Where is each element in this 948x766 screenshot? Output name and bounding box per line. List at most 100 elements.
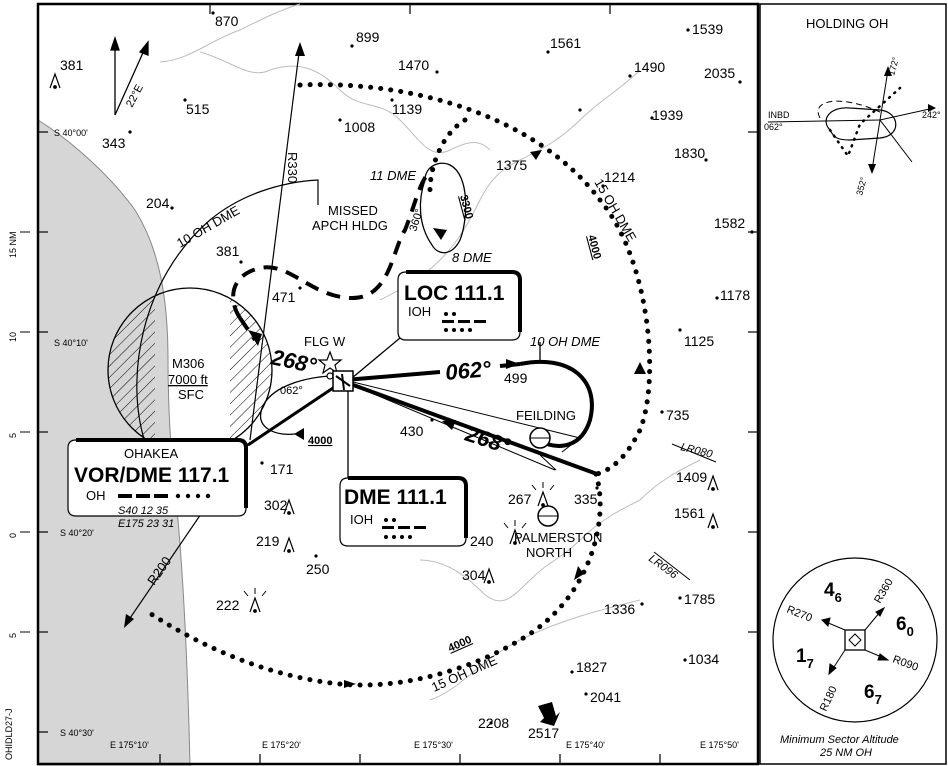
svg-text:870: 870 — [215, 13, 239, 29]
svg-text:2035: 2035 — [704, 65, 735, 81]
svg-text:2208: 2208 — [478, 715, 509, 731]
vor-ident: OH — [86, 488, 106, 503]
svg-text:899: 899 — [356, 29, 380, 45]
arc-10-dme — [136, 179, 319, 443]
vor-lat: S40 12 35 — [118, 505, 169, 517]
elevation-labels: 870 899 1561 1539 381 1470 1490 2035 515… — [60, 13, 750, 741]
track-arrow-icon — [442, 420, 456, 430]
lat-label: S 40°30' — [60, 728, 94, 738]
svg-text:1539: 1539 — [692, 21, 723, 37]
course-268-a: 268° — [268, 344, 319, 378]
lat-label: S 40°20' — [60, 528, 94, 538]
chart-direction-arrow-icon — [538, 702, 560, 726]
holding-radial-242: 242° — [922, 110, 941, 120]
holding-panel-frame — [759, 3, 947, 765]
dme-ident: IOH — [350, 512, 373, 527]
fix-star-icon — [317, 350, 343, 375]
chart-frame — [36, 2, 760, 766]
svg-text:381: 381 — [60, 57, 84, 73]
msa-sector-lines — [821, 606, 890, 676]
svg-text:222: 222 — [216, 597, 240, 613]
approach-tracks — [247, 337, 598, 488]
missed-label-1: MISSED — [328, 203, 378, 218]
svg-text:1409: 1409 — [676, 469, 707, 485]
arc-15-dme-inner — [427, 117, 468, 193]
svg-text:302: 302 — [264, 497, 288, 513]
holding-radial-352: 352° — [854, 176, 869, 197]
svg-text:204: 204 — [146, 195, 170, 211]
holding-radial-172: 172° — [886, 56, 901, 77]
scale-tick-5b: 5 — [8, 633, 18, 638]
alt-3300: 3300 — [457, 194, 475, 221]
rivers — [159, 3, 701, 701]
svg-text:499: 499 — [504, 370, 528, 386]
radial-330-label: R330 — [285, 152, 300, 183]
svg-text:1178: 1178 — [720, 287, 750, 303]
restricted-alt: 7000 ft — [168, 372, 208, 387]
svg-text:1034: 1034 — [688, 651, 719, 667]
holding-inbd-course: 062° — [764, 122, 783, 132]
svg-text:304: 304 — [462, 567, 486, 583]
svg-text:1125: 1125 — [684, 333, 714, 349]
loc-ident: IOH — [408, 304, 431, 319]
svg-text:1008: 1008 — [344, 119, 375, 135]
restricted-lower: SFC — [178, 387, 204, 402]
track-arrow-icon — [294, 428, 304, 440]
elevation-dots — [128, 11, 754, 725]
svg-text:1375: 1375 — [496, 157, 527, 173]
palmerston-label-2: NORTH — [526, 545, 572, 560]
svg-text:1561: 1561 — [674, 505, 705, 521]
svg-text:1490: 1490 — [634, 59, 665, 75]
alt-4000-a: 4000 — [585, 234, 603, 261]
course-062-a: 062° — [444, 356, 492, 385]
vor-place: OHAKEA — [124, 446, 179, 461]
lon-label: E 175°40' — [566, 740, 605, 750]
vor-morse-icon — [118, 493, 211, 499]
dme-name: DME 111.1 — [344, 486, 447, 509]
svg-text:735: 735 — [666, 407, 690, 423]
scale-tick-5: 5 — [8, 433, 18, 438]
svg-text:267: 267 — [508, 491, 532, 507]
lr096-label: LR096 — [646, 553, 680, 582]
feilding-label: FEILDING — [516, 408, 576, 423]
svg-text:1939: 1939 — [652, 107, 683, 123]
lr080-label: LR080 — [679, 441, 714, 461]
svg-text:1561: 1561 — [550, 35, 581, 51]
fix-circle-icon — [326, 372, 334, 380]
runway-icon — [335, 373, 351, 391]
loc-morse-icon — [442, 312, 486, 332]
dme-11-label: 11 DME — [370, 168, 416, 183]
arc-arrow-icons — [344, 150, 646, 688]
svg-text:250: 250 — [306, 561, 330, 577]
lon-label: E 175°30' — [414, 740, 453, 750]
lat-label: S 40°10' — [54, 338, 88, 348]
course-062-b: 062° — [280, 385, 303, 397]
dme-10-oh-label: 10 OH DME — [530, 334, 600, 349]
svg-text:430: 430 — [400, 423, 424, 439]
arc-15-upper-label: 15 OH DME — [591, 176, 639, 244]
lat-label: S 40°00' — [54, 128, 88, 138]
missed-approach-track — [231, 170, 432, 320]
nm-scale-label: 15 NM — [8, 231, 18, 258]
obstacle-icons — [49, 72, 719, 613]
holding-inbd: INBD — [768, 110, 790, 120]
loc-name: LOC 111.1 — [404, 282, 505, 305]
svg-text:1336: 1336 — [604, 601, 635, 617]
radial-330 — [249, 44, 301, 441]
north-arrow-icon — [110, 35, 149, 116]
msa-center-icon — [844, 629, 866, 651]
svg-text:1827: 1827 — [576, 659, 607, 675]
dme-morse-icon — [382, 518, 426, 539]
msa-sw: 17 — [796, 646, 814, 671]
msa-caption-2: 25 NM OH — [819, 747, 872, 759]
alt-4000-c: 4000 — [308, 435, 332, 447]
svg-text:471: 471 — [272, 289, 296, 305]
svg-text:1582: 1582 — [714, 215, 745, 231]
svg-text:335: 335 — [574, 491, 598, 507]
svg-text:2517: 2517 — [528, 725, 559, 741]
nm-scale — [20, 231, 30, 633]
svg-text:1470: 1470 — [398, 57, 429, 73]
course-268-b: 268° — [462, 421, 514, 459]
alt-4000-b: 4000 — [446, 634, 473, 655]
